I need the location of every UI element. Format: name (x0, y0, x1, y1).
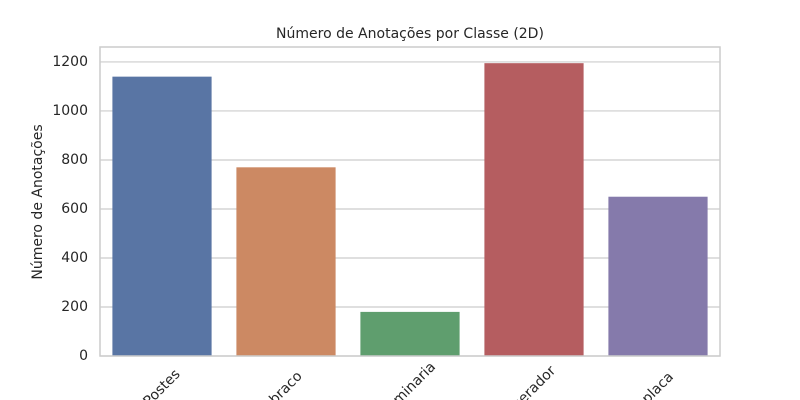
bar (236, 167, 336, 356)
x-tick-label: luminaria (381, 359, 439, 400)
y-tick-label: 200 (61, 299, 88, 315)
y-tick-label: 600 (61, 201, 88, 217)
bar (484, 63, 584, 356)
y-axis-label: Número de Anotações (30, 124, 46, 279)
x-tick-label: gerador (509, 363, 559, 400)
y-tick-label: 400 (61, 250, 88, 266)
y-tick-label: 1000 (52, 103, 88, 119)
y-tick-label: 0 (79, 348, 88, 364)
chart-title: Número de Anotações por Classe (2D) (276, 26, 544, 42)
y-tick-label: 800 (61, 152, 88, 168)
bar (608, 196, 708, 356)
x-tick-label: placa (639, 369, 677, 400)
x-tick-label: braco (266, 368, 305, 400)
x-tick-label: Postes (140, 366, 183, 400)
plot-frame (99, 46, 721, 357)
y-tick-label: 1200 (52, 54, 88, 70)
bar (112, 76, 212, 357)
bar (360, 311, 460, 356)
